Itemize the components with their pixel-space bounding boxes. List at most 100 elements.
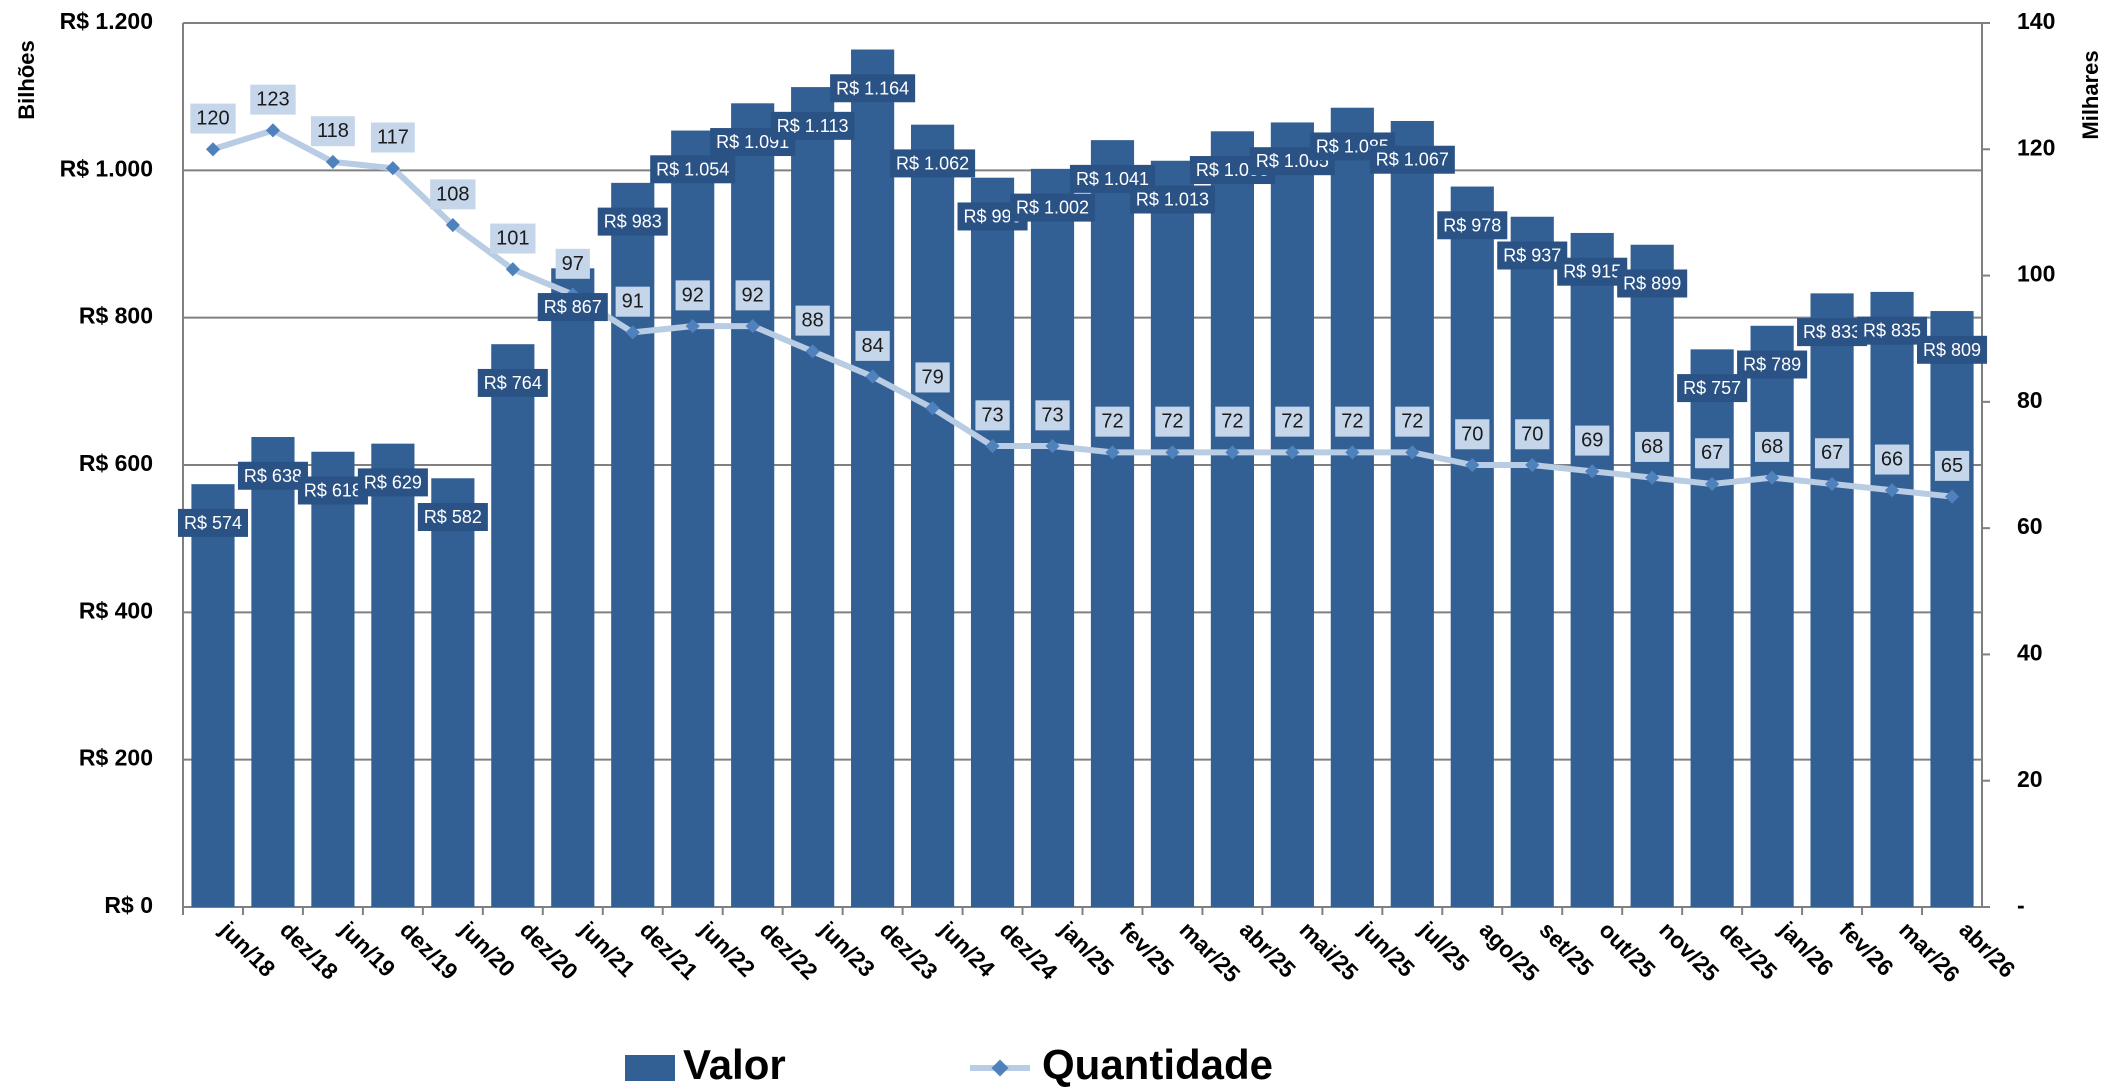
data-label-box (490, 223, 536, 254)
data-label-box (237, 461, 308, 490)
data-label-group: R$ 978 (1437, 211, 1508, 240)
data-label: R$ 1.002 (1016, 198, 1089, 218)
data-label: R$ 764 (484, 373, 542, 393)
data-label-box (1737, 350, 1808, 379)
data-label-box (1335, 406, 1370, 437)
marker (1285, 445, 1300, 460)
bar (251, 437, 295, 907)
data-label-box (1155, 406, 1190, 437)
data-label-group: R$ 835 (1857, 316, 1928, 345)
data-label-box (975, 400, 1010, 431)
data-label-box (1455, 419, 1490, 450)
marker (1045, 438, 1060, 454)
data-label-group: 67 (1814, 438, 1850, 469)
data-label: 67 (1821, 442, 1843, 464)
data-label-group: 65 (1934, 450, 1970, 481)
data-label-box (537, 293, 608, 322)
data-label: 72 (1341, 411, 1363, 433)
data-label: R$ 1.113 (777, 116, 849, 136)
marker (325, 154, 340, 169)
data-label-group: 123 (250, 84, 296, 115)
data-label-group: 120 (190, 103, 236, 134)
data-label-box (1557, 257, 1628, 286)
bar (1090, 140, 1135, 907)
x-tick-label: mar/26 (1894, 916, 1965, 987)
data-label: 69 (1581, 430, 1603, 452)
data-label-group: 72 (1275, 406, 1310, 437)
x-tick-label: dez/22 (755, 916, 823, 984)
data-label-box (370, 122, 415, 153)
data-label-box (830, 74, 916, 103)
data-label-group: 69 (1575, 425, 1610, 456)
data-label-box (1369, 145, 1455, 174)
data-label: R$ 638 (244, 466, 302, 486)
bar (970, 177, 1015, 907)
data-label: 120 (196, 108, 229, 130)
data-label: R$ 899 (1623, 273, 1681, 293)
data-label: R$ 582 (424, 507, 482, 527)
marker (745, 319, 760, 334)
data-label-group: 70 (1455, 419, 1490, 450)
bar (1270, 122, 1314, 907)
data-label-group: 101 (490, 223, 536, 254)
bar (1330, 107, 1374, 907)
data-label-box (1754, 431, 1790, 462)
legend-label: Valor (683, 1041, 786, 1088)
legend-swatch (991, 1059, 1009, 1077)
bar (191, 484, 235, 907)
bar (1510, 216, 1554, 907)
data-label: R$ 1.054 (656, 159, 729, 179)
data-label: 72 (1401, 411, 1423, 433)
data-label-box (1437, 211, 1508, 240)
x-tick-label: fev/25 (1115, 916, 1180, 981)
data-label-group: R$ 1.164 (830, 74, 916, 103)
marker (1645, 470, 1660, 485)
x-tick-label: nov/25 (1654, 916, 1724, 986)
data-label-group: 73 (975, 400, 1010, 431)
bar (1750, 325, 1794, 907)
data-label: 101 (496, 228, 529, 250)
bar (910, 124, 955, 907)
data-label: 70 (1461, 423, 1483, 445)
data-label-group: 68 (1754, 431, 1790, 462)
marker (1165, 445, 1180, 460)
data-label-group: R$ 915 (1557, 257, 1628, 286)
marker (205, 142, 221, 157)
data-label: R$ 937 (1503, 245, 1561, 265)
y-tick-label: R$ 400 (79, 597, 153, 623)
bar (1390, 120, 1434, 907)
x-tick-label: jul/25 (1414, 916, 1475, 977)
marker (1884, 483, 1900, 498)
data-label-group: R$ 764 (477, 368, 548, 397)
marker (865, 369, 880, 384)
marker (1585, 464, 1600, 479)
x-tick-label: jun/18 (214, 916, 280, 982)
data-label-group: R$ 1.002 (1009, 193, 1096, 222)
y2-tick-label: 20 (2017, 766, 2043, 792)
marker (805, 344, 820, 359)
data-label-group: R$ 833 (1797, 318, 1868, 347)
data-label-box (1515, 419, 1550, 450)
data-label-box (795, 305, 830, 336)
data-label: 73 (981, 404, 1003, 426)
x-tick-label: jun/23 (814, 916, 880, 982)
data-label-box (477, 368, 548, 397)
bar (371, 443, 415, 907)
data-label: R$ 618 (304, 480, 362, 500)
data-label: 92 (742, 284, 764, 306)
data-label-group: R$ 983 (597, 207, 668, 236)
bar (731, 103, 775, 907)
y2-tick-label: - (2017, 892, 2025, 918)
bar (1210, 131, 1255, 908)
x-tick-label: jun/24 (934, 916, 1000, 982)
bar (1690, 349, 1734, 907)
marker (1225, 445, 1240, 460)
legend-swatch (625, 1055, 675, 1081)
data-label-group: 72 (1155, 406, 1190, 437)
data-label-group: R$ 1.062 (890, 149, 976, 178)
data-label-box (1916, 335, 1988, 364)
data-label-group: R$ 809 (1916, 335, 1988, 364)
data-label: 72 (1281, 411, 1303, 433)
x-tick-label: jan/26 (1774, 916, 1839, 981)
